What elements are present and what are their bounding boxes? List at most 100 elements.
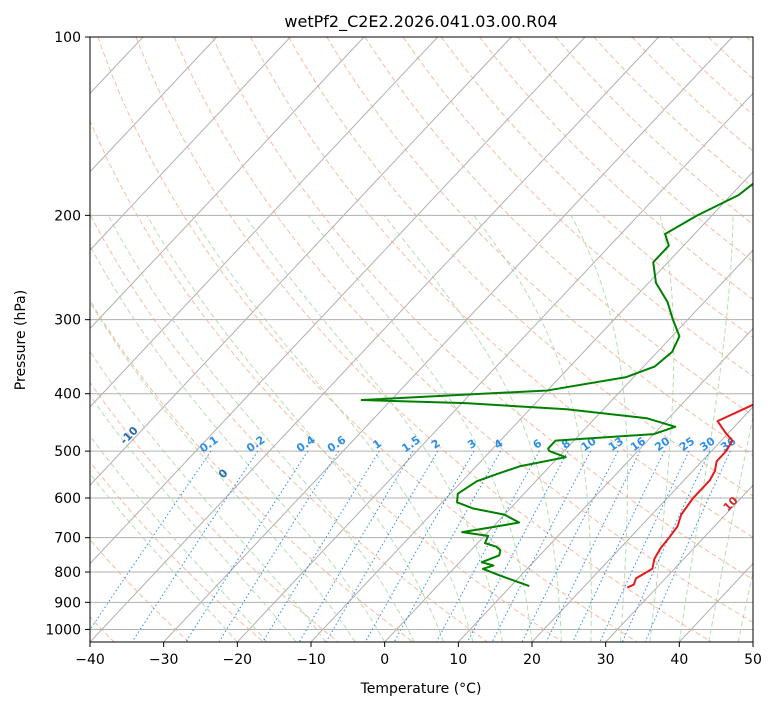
moist-adiabat-line bbox=[570, 215, 629, 642]
moist-adiabat-line bbox=[191, 215, 474, 642]
dry-adiabat-line bbox=[90, 299, 414, 642]
mixing-ratio-line bbox=[90, 450, 212, 631]
y-tick-label: 400 bbox=[54, 387, 81, 403]
mixing-ratio-line bbox=[364, 450, 475, 642]
moist-adiabat-line bbox=[473, 215, 592, 642]
dry-adiabat-line bbox=[90, 381, 339, 642]
axis-ticks: −40 −30 −20 −10 0 10 20 30 40 5010020030040050060… bbox=[45, 30, 762, 668]
dry-adiabat-line bbox=[90, 119, 563, 642]
isotherm-gridline bbox=[90, 37, 586, 565]
dry-adiabat-line bbox=[90, 213, 488, 642]
moist-adiabat-line bbox=[90, 435, 268, 642]
mixing-ratio-label: 4 bbox=[492, 437, 506, 452]
plot-frame bbox=[89, 36, 754, 643]
dry-adiabat-line bbox=[173, 37, 753, 624]
dry-adiabat-line bbox=[631, 37, 753, 152]
mixing-ratio-line bbox=[131, 450, 259, 642]
y-tick-label: 500 bbox=[54, 444, 81, 460]
dry-adiabat-label: 0 bbox=[216, 466, 231, 481]
chart-title: wetPf2_C2E2.2026.041.03.00.R04 bbox=[284, 12, 557, 32]
x-tick-label: −20 bbox=[223, 652, 253, 668]
mixing-ratio-line bbox=[491, 450, 592, 642]
y-tick-label: 100 bbox=[54, 30, 81, 46]
dry-adiabat-line bbox=[746, 37, 753, 44]
moist-adiabat-line bbox=[244, 215, 504, 642]
dry-adiabat-line bbox=[90, 538, 190, 642]
y-tick-label: 1000 bbox=[45, 622, 81, 638]
y-tick-label: 200 bbox=[54, 208, 81, 224]
mixing-ratio-line bbox=[599, 450, 690, 642]
mixing-ratio-line bbox=[644, 450, 731, 642]
mixing-ratio-line bbox=[218, 450, 340, 642]
moist-adiabat-line bbox=[649, 215, 675, 642]
moist-adiabat-line bbox=[708, 414, 753, 642]
isotherm-gridline bbox=[90, 37, 218, 173]
mixing-ratio-label: 2 bbox=[429, 437, 443, 452]
isotherm-gridline bbox=[90, 37, 660, 642]
mixing-ratio-label: 0.6 bbox=[325, 433, 349, 455]
isotherm-gridline bbox=[90, 37, 291, 251]
isotherm-gridline bbox=[163, 37, 733, 642]
isotherm-gridline bbox=[384, 249, 753, 642]
moist-adiabat-line bbox=[90, 350, 327, 642]
dry-adiabat-line bbox=[364, 37, 753, 417]
isotherm-gridline bbox=[457, 327, 753, 642]
dry-adiabat-line bbox=[326, 37, 753, 457]
mixing-ratio-label: 0.2 bbox=[244, 433, 267, 455]
moist-adiabat-label: 10 bbox=[721, 494, 741, 514]
x-tick-label: 10 bbox=[449, 652, 467, 668]
moist-adiabat-line bbox=[307, 215, 533, 642]
mixing-ratio-line bbox=[185, 450, 309, 642]
mixing-ratio-line bbox=[521, 450, 619, 642]
y-tick-label: 700 bbox=[54, 531, 81, 547]
isotherm-gridline bbox=[90, 37, 439, 408]
x-tick-label: −30 bbox=[149, 652, 179, 668]
isotherm-gridline bbox=[310, 171, 753, 642]
x-tick-label: −10 bbox=[296, 652, 326, 668]
temperature-trace bbox=[626, 403, 753, 589]
y-tick-label: 800 bbox=[54, 565, 81, 581]
mixing-ratio-label: 0.1 bbox=[197, 433, 220, 455]
dry-adiabat-line bbox=[90, 461, 264, 642]
isotherm-gridline bbox=[752, 641, 753, 642]
y-tick-label: 300 bbox=[54, 313, 81, 329]
mixing-ratio-label: 3 bbox=[465, 437, 479, 452]
dry-adiabat-label: -10 bbox=[118, 424, 141, 447]
dry-adiabat-line bbox=[211, 37, 753, 581]
mixing-ratio-label: 6 bbox=[531, 436, 545, 451]
dry-adiabat-line bbox=[669, 37, 753, 116]
moist-adiabat-line bbox=[90, 472, 238, 642]
isotherm-gridline bbox=[236, 92, 753, 642]
moist-adiabat-line bbox=[678, 215, 734, 642]
mixing-ratio-line bbox=[262, 450, 380, 642]
dry-adiabat-line bbox=[97, 37, 638, 642]
moist-adiabat-line bbox=[90, 244, 386, 642]
y-tick-label: 900 bbox=[54, 595, 81, 611]
y-axis-title: Pressure (hPa) bbox=[13, 290, 29, 390]
dry-adiabat-line bbox=[479, 37, 753, 300]
dry-adiabat-line bbox=[135, 37, 712, 642]
mixing-ratio-line bbox=[435, 450, 540, 642]
mixing-ratio-label: 0.4 bbox=[294, 433, 318, 455]
dry-adiabat-line bbox=[708, 37, 753, 80]
moist-adiabat-line bbox=[90, 394, 297, 642]
plot-area: 0.10.20.40.611.52346810131620253036-100-… bbox=[0, 37, 775, 642]
y-tick-label: 600 bbox=[54, 491, 81, 507]
moist-adiabat-label: 20 bbox=[762, 529, 775, 549]
dry-adiabat-line bbox=[440, 37, 753, 339]
x-axis-title: Temperature (°C) bbox=[360, 681, 482, 697]
mixing-ratio-line bbox=[467, 450, 569, 642]
isotherm-gridline bbox=[0, 37, 69, 642]
dry-adiabat-label: -20 bbox=[31, 386, 54, 409]
isotherm-gridline bbox=[90, 37, 512, 486]
dry-adiabat-line bbox=[593, 37, 753, 189]
x-tick-label: 0 bbox=[380, 652, 389, 668]
dry-adiabat-line bbox=[517, 37, 753, 263]
moist-adiabat-line bbox=[737, 570, 753, 642]
mixing-ratio-line bbox=[621, 450, 711, 642]
mixing-ratio-line bbox=[325, 450, 439, 642]
mixing-ratio-label: 1.5 bbox=[399, 433, 422, 455]
isotherm-gridline bbox=[531, 406, 753, 642]
x-tick-label: 50 bbox=[744, 652, 762, 668]
